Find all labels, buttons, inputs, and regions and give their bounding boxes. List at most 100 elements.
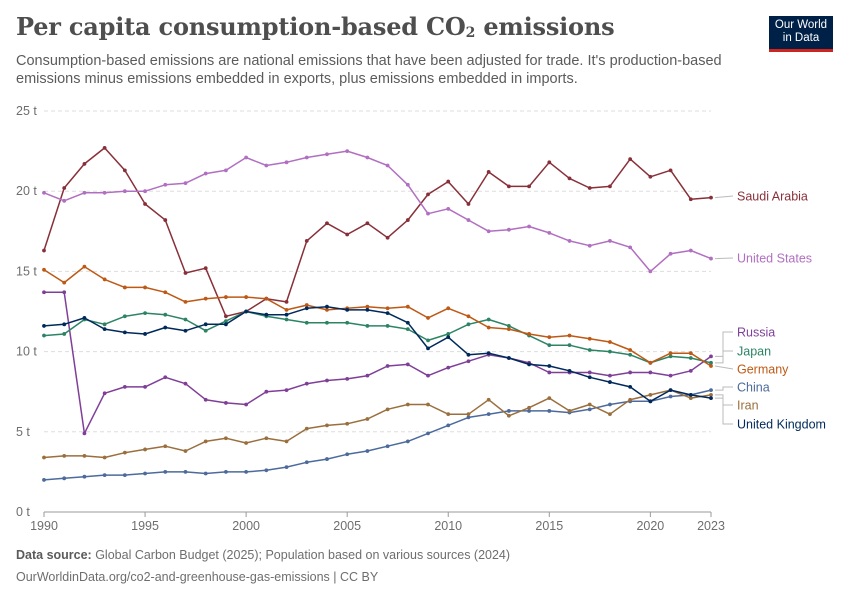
data-point-germany [102,277,107,282]
data-point-united-states [709,256,713,261]
y-tick-label: 20 t [16,184,37,198]
data-point-china [304,460,309,465]
data-point-germany [527,332,531,336]
data-point-japan [304,320,309,325]
data-point-germany [203,296,208,301]
data-point-saudi-arabia [587,186,592,190]
data-point-saudi-arabia [62,186,67,190]
data-point-saudi-arabia [426,192,430,197]
data-point-iran [506,413,511,418]
data-point-japan [486,317,491,322]
data-point-russia [547,370,552,375]
data-point-united-kingdom [527,362,531,367]
data-point-japan [365,324,370,328]
series-line-russia [44,291,712,435]
data-point-united-kingdom [244,309,249,314]
data-point-united-kingdom [304,306,309,311]
data-point-united-states [62,198,67,203]
data-point-saudi-arabia [284,299,289,304]
data-point-iran [567,409,572,413]
data-point-united-kingdom [648,399,653,404]
source-url[interactable]: OurWorldinData.org/co2-and-greenhouse-ga… [16,570,379,584]
legend-connector-japan [715,350,733,364]
series-line-japan [43,310,712,364]
data-point-united-kingdom [547,364,552,368]
data-point-russia [668,373,673,378]
data-point-united-kingdom [163,325,168,330]
data-point-iran [608,412,612,417]
data-point-germany [365,304,370,309]
data-point-iran [264,436,269,441]
data-source: Data source: Global Carbon Budget (2025)… [16,548,510,562]
data-point-saudi-arabia [42,248,46,253]
data-point-saudi-arabia [567,176,572,181]
data-point-germany [608,340,612,344]
y-tick-label: 0 t [16,505,30,519]
data-point-germany [405,304,410,309]
data-source-text: Global Carbon Budget (2025); Population … [91,548,511,562]
data-point-united-kingdom [82,316,87,320]
data-point-iran [426,402,430,407]
data-point-japan [628,352,633,357]
data-point-japan [446,332,451,336]
data-point-united-states [466,218,471,222]
data-point-china [365,449,370,453]
data-point-china [264,468,269,473]
owid-logo[interactable]: Our World in Data [769,16,833,52]
data-point-japan [506,324,511,328]
data-point-iran [486,397,491,402]
data-point-russia [648,370,653,375]
data-point-united-states [325,152,329,157]
data-point-china [325,457,329,461]
data-point-united-states [385,163,390,168]
data-point-japan [608,349,612,354]
y-tick-label: 25 t [16,104,37,118]
data-point-united-kingdom [203,322,208,327]
data-point-germany [709,364,713,368]
data-point-germany [587,336,592,341]
x-tick-label: 2015 [535,519,563,533]
data-point-russia [325,378,329,383]
data-point-iran [62,453,67,458]
data-point-japan [709,360,713,365]
data-point-germany [264,296,269,301]
data-point-united-kingdom [385,311,390,316]
y-tick-label: 5 t [16,425,30,439]
data-point-china [608,402,612,407]
data-point-germany [466,314,471,319]
data-point-china [587,407,592,412]
data-point-russia [446,365,451,370]
data-point-japan [42,333,46,338]
data-point-saudi-arabia [183,271,188,275]
data-point-china [203,471,208,476]
legend-connector-iran [715,394,733,406]
data-point-iran [385,407,390,412]
data-point-saudi-arabia [547,160,552,165]
data-point-germany [284,307,289,312]
data-point-united-states [426,211,430,216]
data-point-saudi-arabia [203,266,208,271]
data-point-russia [284,388,289,392]
data-point-germany [668,351,673,356]
data-point-germany [224,295,228,299]
data-point-germany [62,280,67,285]
data-point-japan [143,311,147,316]
data-point-japan [345,320,350,325]
data-point-japan [325,320,329,325]
data-point-iran [284,439,289,444]
data-point-germany [244,295,249,299]
logo-line-1: Our World [774,19,828,31]
data-point-china [547,409,552,413]
data-point-united-states [244,155,249,160]
data-point-united-kingdom [284,312,289,317]
data-point-china [62,476,67,481]
data-point-germany [325,307,329,312]
data-point-germany [688,351,693,356]
data-point-iran [709,393,713,397]
data-point-iran [143,447,147,452]
data-point-united-states [264,163,269,168]
data-point-japan [203,328,208,333]
data-point-united-states [42,190,46,195]
data-point-iran [42,455,46,460]
data-point-united-states [82,190,87,195]
